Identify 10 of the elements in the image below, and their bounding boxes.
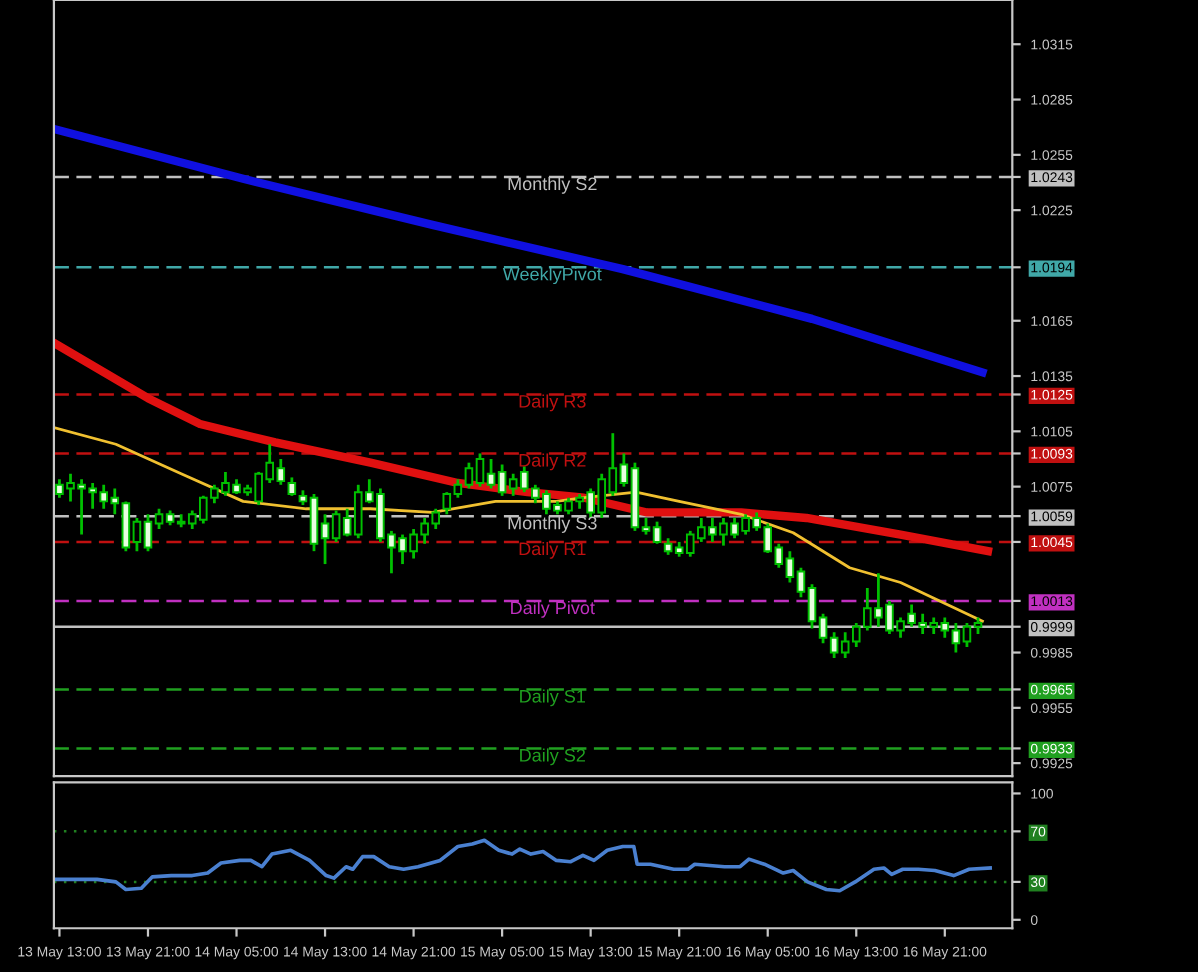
ref-line-label: Daily Pivot xyxy=(511,600,595,618)
ref-line-label: Monthly S2 xyxy=(508,176,597,194)
ref-line-label: Daily S2 xyxy=(520,748,585,766)
ref-line-label: Daily S1 xyxy=(520,689,586,707)
ref-line-label: Daily R3 xyxy=(519,394,586,412)
ref-line-label: WeeklyPivot xyxy=(502,267,602,285)
ref-line-label: Daily R1 xyxy=(519,541,586,559)
candlestick xyxy=(287,476,297,498)
ref-line-label: Monthly S3 xyxy=(508,516,597,533)
ref-line-label: Daily R2 xyxy=(519,453,586,471)
